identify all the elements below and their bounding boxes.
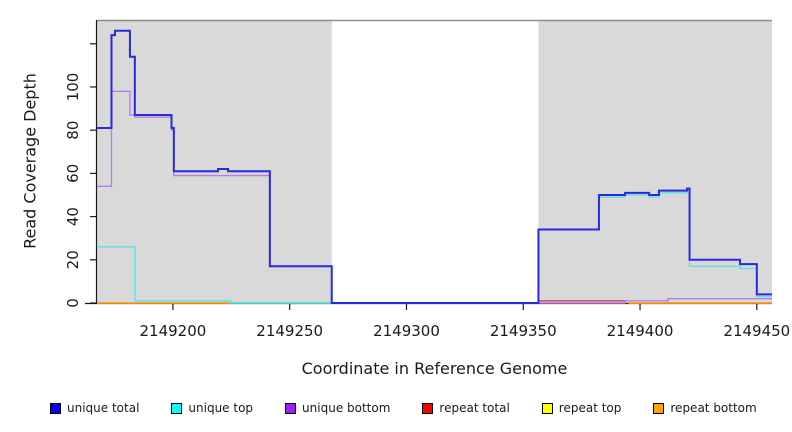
legend-item-unique-top: unique top [171, 401, 253, 415]
x-tick-label: 2149400 [607, 322, 674, 340]
x-tick-label: 2149200 [140, 322, 207, 340]
legend-label-repeat-total: repeat total [439, 401, 510, 415]
repeat-region-right [538, 20, 772, 303]
x-tick-label: 2149450 [723, 322, 790, 340]
legend-swatch-unique-total [50, 402, 61, 414]
legend-item-unique-bottom: unique bottom [285, 401, 390, 415]
y-tick-label: 80 [64, 121, 82, 140]
y-tick-label: 40 [64, 207, 82, 226]
series-line-unique-top [97, 189, 772, 304]
y-tick-label: 60 [64, 164, 82, 183]
y-tick-label: 20 [64, 250, 82, 269]
legend-label-repeat-top: repeat top [558, 401, 622, 415]
legend-label-unique-top: unique top [188, 401, 254, 415]
x-axis-title: Coordinate in Reference Genome [301, 359, 568, 378]
legend-swatch-unique-bottom [285, 402, 297, 414]
legend-label-unique-total: unique total [67, 401, 140, 415]
legend-item-unique-total: unique total [50, 401, 139, 415]
legend-swatch-repeat-top [541, 402, 553, 414]
legend-item-repeat-bottom: repeat bottom [653, 401, 757, 415]
x-tick-label: 2149350 [490, 322, 557, 340]
repeat-region-left [97, 20, 332, 303]
legend-swatch-repeat-bottom [653, 402, 665, 414]
legend: unique total unique top unique bottom repea… [50, 401, 757, 415]
legend-label-unique-bottom: unique bottom [302, 401, 391, 415]
x-tick-label: 2149250 [256, 322, 323, 340]
y-tick-label: 100 [64, 73, 82, 102]
legend-swatch-repeat-total [422, 402, 434, 414]
legend-item-repeat-top: repeat top [541, 401, 622, 415]
y-tick-label: 0 [64, 298, 82, 308]
legend-label-repeat-bottom: repeat bottom [670, 401, 757, 415]
series-line-unique-total [97, 29, 772, 304]
legend-item-repeat-total: repeat total [422, 401, 510, 415]
chart-canvas: 2149200 2149250 2149300 2149350 2149400 21494… [64, 19, 790, 340]
legend-swatch-unique-top [171, 402, 183, 414]
x-tick-label: 2149300 [373, 322, 440, 340]
y-axis-title: Read Coverage Depth [20, 73, 40, 249]
